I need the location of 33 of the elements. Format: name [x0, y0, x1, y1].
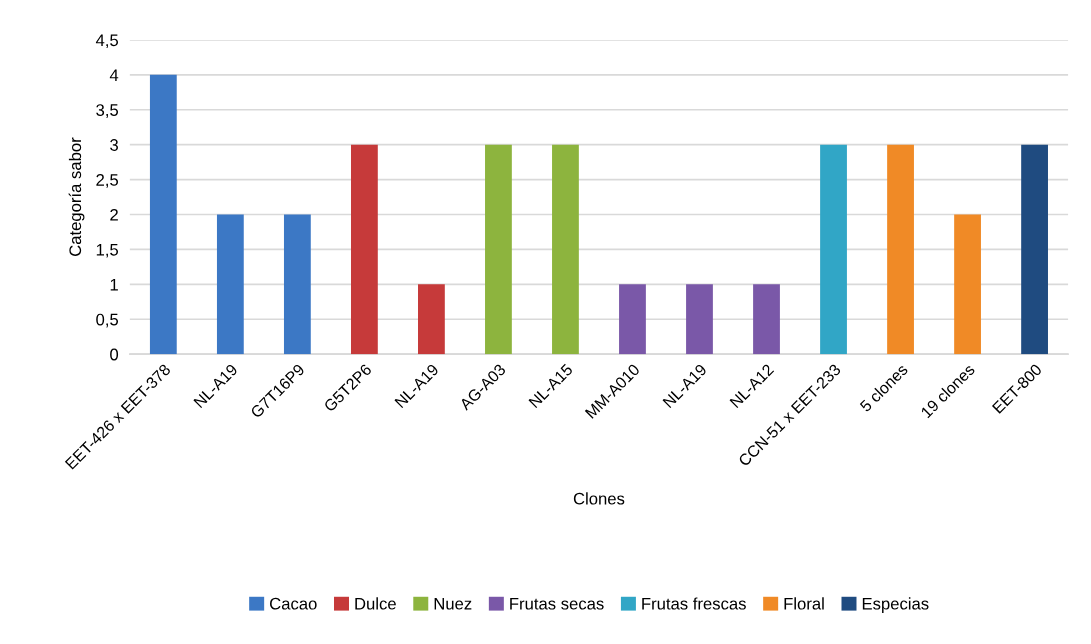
bar: [686, 284, 713, 355]
legend-label: Frutas secas: [510, 597, 604, 610]
y-tick-label: 3: [110, 139, 118, 151]
y-tick-label: 1,5: [96, 244, 119, 258]
x-axis-title: Clones: [573, 492, 625, 505]
y-tick-label: 2: [110, 208, 118, 221]
y-tick-label: 4,5: [95, 34, 119, 49]
legend-label: Dulce: [355, 597, 396, 610]
bar: [1021, 144, 1048, 355]
legend-label: Especias: [862, 597, 929, 613]
bar: [283, 214, 311, 355]
legend-label: Frutas frescas: [642, 597, 746, 610]
y-tick-label: 2,5: [96, 174, 119, 188]
bar: [887, 144, 914, 355]
bar: [418, 284, 445, 355]
bar: [149, 74, 177, 355]
bar: [350, 144, 378, 355]
legend-label: Floral: [784, 597, 824, 610]
y-tick-label: 4: [109, 69, 119, 81]
y-tick-label: 0: [110, 348, 119, 361]
bar: [552, 144, 579, 355]
legend-label: Cacao: [270, 597, 317, 610]
y-tick-label: 3,5: [96, 104, 119, 118]
y-tick-label: 1: [110, 278, 118, 291]
legend-label: Nuez: [434, 597, 472, 610]
bar: [954, 214, 981, 355]
bar: [216, 214, 244, 355]
bar: [485, 144, 512, 355]
bar: [619, 284, 646, 355]
bar: [820, 144, 847, 355]
y-tick-label: 0,5: [96, 313, 119, 328]
bar: [753, 284, 780, 355]
y-axis-title: Categoría sabor: [68, 137, 85, 256]
